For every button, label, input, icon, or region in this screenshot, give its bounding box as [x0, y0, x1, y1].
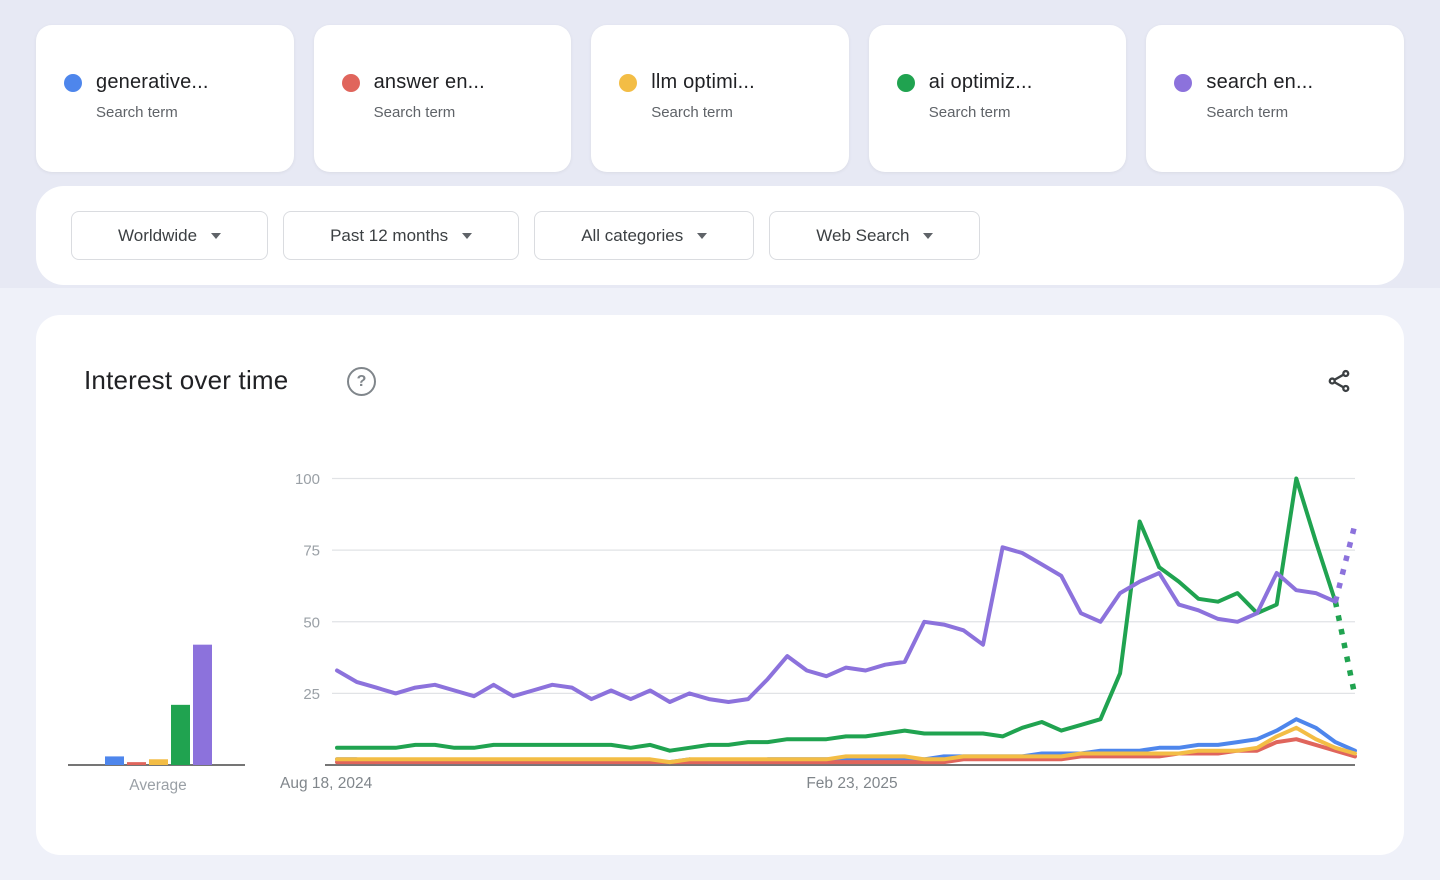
- filter-bar: Worldwide Past 12 months All categories …: [36, 186, 1404, 285]
- term-color-dot-purple: [1174, 73, 1193, 92]
- term-label: generative...: [96, 71, 209, 93]
- interest-line-chart[interactable]: 25 50 75 100 Aug 18, 2024 Feb 23, 2025: [280, 450, 1380, 810]
- svg-text:50: 50: [303, 614, 320, 631]
- term-color-dot-yellow: [619, 73, 638, 92]
- term-card-answer[interactable]: answer en... Search term: [313, 25, 572, 172]
- term-head: search en...: [1174, 71, 1394, 94]
- term-cards-row: generative... Search term answer en... S…: [36, 25, 1404, 172]
- term-label: llm optimi...: [651, 71, 755, 93]
- term-head: answer en...: [341, 71, 562, 94]
- filter-category-value: All categories: [581, 225, 684, 245]
- term-label: answer en...: [373, 71, 485, 93]
- term-type-label: Search term: [928, 104, 1011, 121]
- term-head: llm optimi...: [619, 71, 839, 94]
- help-icon[interactable]: ?: [347, 367, 376, 396]
- panel-title: Interest over time: [84, 365, 289, 395]
- filter-time-dropdown[interactable]: Past 12 months: [283, 211, 520, 260]
- compare-header-band: generative... Search term answer en... S…: [0, 0, 1440, 288]
- svg-text:100: 100: [295, 471, 320, 488]
- svg-text:Aug 18, 2024: Aug 18, 2024: [280, 775, 373, 792]
- term-color-dot-green: [896, 73, 915, 92]
- term-card-generative[interactable]: generative... Search term: [36, 25, 294, 172]
- svg-text:25: 25: [303, 686, 320, 703]
- term-card-ai[interactable]: ai optimiz... Search term: [868, 25, 1127, 172]
- term-color-dot-blue: [64, 73, 82, 92]
- filter-geo-value: Worldwide: [118, 225, 198, 245]
- chevron-down-icon: [211, 232, 222, 239]
- term-card-search[interactable]: search en... Search term: [1146, 25, 1404, 172]
- svg-text:Average: Average: [129, 777, 186, 794]
- chevron-down-icon: [462, 232, 473, 239]
- term-type-label: Search term: [651, 104, 733, 121]
- term-label: search en...: [1206, 71, 1314, 93]
- term-head: ai optimiz...: [896, 71, 1117, 94]
- filter-category-dropdown[interactable]: All categories: [534, 211, 755, 260]
- term-color-dot-red: [341, 73, 360, 92]
- term-type-label: Search term: [373, 104, 456, 121]
- filter-property-dropdown[interactable]: Web Search: [769, 211, 981, 260]
- svg-text:75: 75: [303, 543, 320, 560]
- share-icon[interactable]: [1325, 367, 1353, 395]
- chevron-down-icon: [697, 232, 708, 239]
- term-head: generative...: [64, 71, 284, 94]
- filter-property-value: Web Search: [816, 225, 910, 245]
- filter-geo-dropdown[interactable]: Worldwide: [71, 211, 269, 260]
- interest-over-time-card: Interest over time ? Average 25 50 75 100 Au…: [36, 315, 1404, 855]
- term-type-label: Search term: [1206, 104, 1289, 121]
- filter-time-value: Past 12 months: [330, 225, 449, 245]
- term-card-llm[interactable]: llm optimi... Search term: [591, 25, 849, 172]
- chevron-down-icon: [923, 232, 934, 239]
- average-bar-chart: Average: [68, 644, 245, 794]
- svg-text:Feb 23, 2025: Feb 23, 2025: [806, 775, 897, 792]
- term-label: ai optimiz...: [928, 71, 1033, 93]
- term-type-label: Search term: [96, 104, 178, 121]
